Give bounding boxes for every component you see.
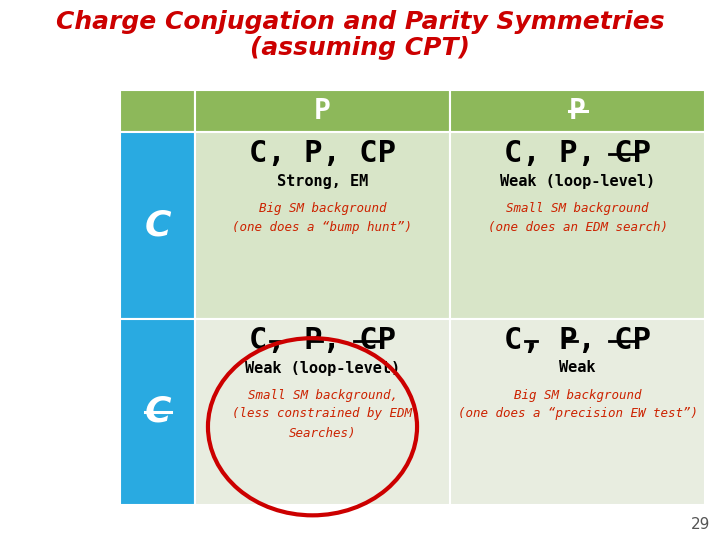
Text: Big SM background
(one does a “precision EW test”): Big SM background (one does a “precision… xyxy=(457,388,698,421)
Text: Weak (loop-level): Weak (loop-level) xyxy=(500,174,655,189)
Bar xyxy=(120,319,195,505)
Text: Weak: Weak xyxy=(559,361,595,375)
Text: C, P, CP: C, P, CP xyxy=(504,139,651,168)
Bar xyxy=(120,132,195,319)
Bar xyxy=(450,90,705,132)
Bar xyxy=(195,90,450,132)
Text: Small SM background
(one does an EDM search): Small SM background (one does an EDM sea… xyxy=(487,202,667,234)
Bar xyxy=(195,132,450,319)
Text: C: C xyxy=(144,395,171,429)
Text: P: P xyxy=(569,97,586,125)
Text: P: P xyxy=(314,97,331,125)
Bar xyxy=(450,319,705,505)
Text: C, P, CP: C, P, CP xyxy=(249,139,396,168)
Bar xyxy=(195,319,450,505)
Text: C, P, CP: C, P, CP xyxy=(249,326,396,355)
Text: Small SM background,
(less constrained by EDM
Searches): Small SM background, (less constrained b… xyxy=(233,388,413,440)
Text: C: C xyxy=(144,208,171,242)
Text: 29: 29 xyxy=(690,517,710,532)
Text: Strong, EM: Strong, EM xyxy=(277,174,368,189)
Text: Big SM background
(one does a “bump hunt”): Big SM background (one does a “bump hunt… xyxy=(233,202,413,234)
Text: Weak (loop-level): Weak (loop-level) xyxy=(245,361,400,375)
Text: (assuming CPT): (assuming CPT) xyxy=(250,36,470,60)
Bar xyxy=(120,90,195,132)
Text: Charge Conjugation and Parity Symmetries: Charge Conjugation and Parity Symmetries xyxy=(55,10,665,34)
Bar xyxy=(450,132,705,319)
Text: C, P, CP: C, P, CP xyxy=(504,326,651,355)
